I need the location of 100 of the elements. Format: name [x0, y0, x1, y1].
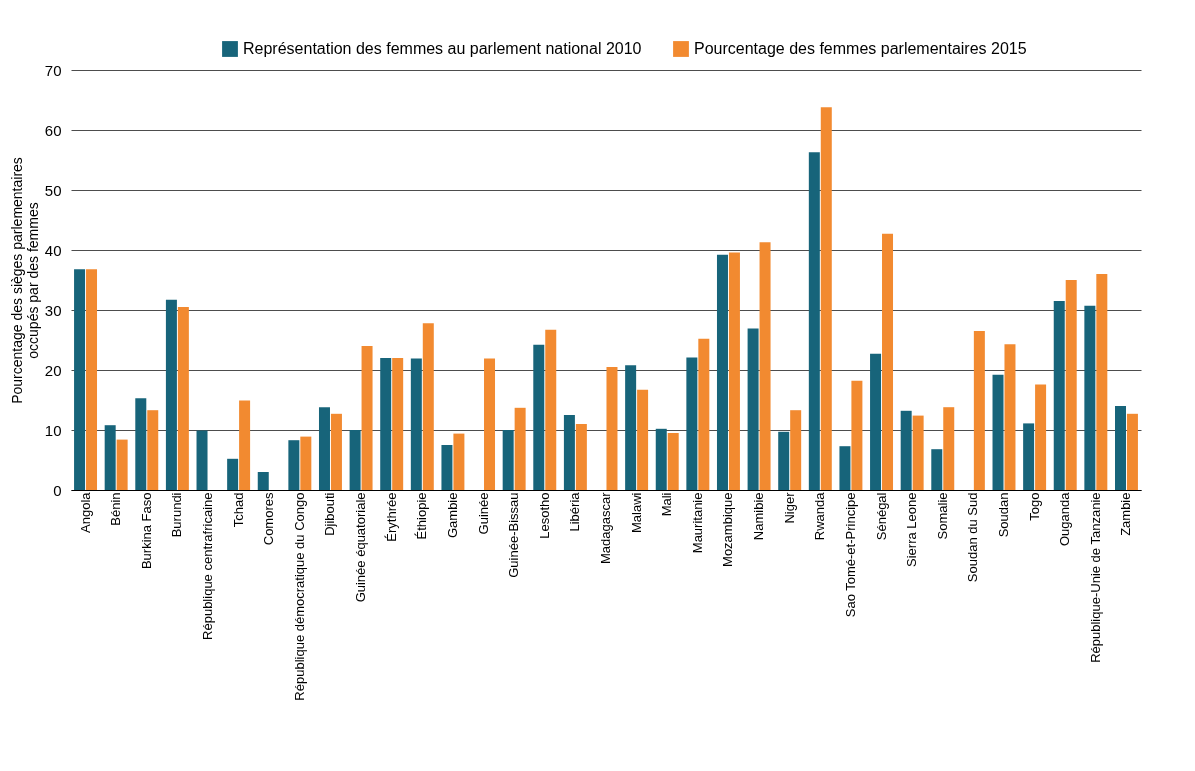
x-tick-label: Djibouti	[322, 492, 338, 536]
bar	[778, 431, 790, 490]
bar	[808, 152, 820, 490]
y-tick-label: 40	[44, 241, 62, 259]
x-tick-label: Togo	[1026, 492, 1042, 521]
x-tick-label: République démocratique du Congo	[291, 492, 307, 701]
x-tick-label: Mozambique	[720, 492, 736, 567]
x-tick-label: Ouganda	[1057, 491, 1073, 546]
bar	[147, 410, 159, 490]
bar	[441, 445, 453, 490]
x-tick-label: Somalie	[934, 492, 950, 540]
bar	[563, 415, 575, 490]
bar	[1084, 305, 1096, 490]
bar	[973, 331, 985, 490]
x-tick-label: Rwanda	[812, 491, 828, 541]
bar	[716, 254, 728, 490]
bar	[86, 269, 98, 490]
x-tick-label: Guinée-Bissau	[506, 492, 522, 578]
x-tick-label: Burkina Faso	[138, 492, 154, 570]
y-tick-label: 0	[53, 481, 62, 499]
bar	[349, 430, 361, 490]
x-tick-label: Soudan	[996, 492, 1011, 538]
y-tick-label: 50	[44, 181, 62, 199]
bar	[318, 407, 330, 490]
y-tick-label: 20	[44, 361, 62, 379]
x-tick-label: Tchad	[230, 492, 246, 528]
x-tick-label: Sao Tomé-et-Principe	[842, 492, 858, 618]
legend-label: Pourcentage des femmes parlementaires 2015	[694, 40, 1027, 57]
bar	[1004, 344, 1016, 490]
bar	[380, 358, 392, 490]
x-tick-label: Namibie	[751, 492, 767, 541]
bar	[361, 346, 373, 490]
bar	[288, 440, 300, 490]
legend-label: Représentation des femmes au parlement national 2010	[243, 40, 642, 57]
bar	[502, 430, 514, 490]
bar	[870, 353, 882, 490]
bar	[1126, 413, 1138, 490]
x-tick-label: Gambie	[444, 492, 460, 539]
x-tick-label: Guinée équatoriale	[353, 492, 369, 603]
bar	[116, 439, 128, 490]
bar	[453, 433, 465, 490]
bar	[625, 365, 637, 490]
bar	[196, 430, 208, 490]
bar	[698, 338, 710, 490]
bar	[943, 407, 955, 490]
x-tick-label: Soudan du Sud	[965, 492, 981, 583]
bar	[912, 415, 924, 490]
bar	[514, 407, 526, 490]
bar	[545, 329, 557, 490]
bar	[606, 367, 618, 490]
bar	[330, 413, 342, 490]
bar	[135, 398, 147, 490]
bar	[1114, 406, 1126, 490]
x-tick-label: Madagascar	[598, 491, 613, 565]
bar	[575, 424, 587, 490]
bar	[992, 374, 1004, 490]
x-tick-label: Mauritanie	[689, 492, 705, 554]
bar	[239, 400, 251, 490]
y-axis-title: Pourcentage des sièges parlementaires occupés par des femmes	[8, 157, 41, 404]
bar	[177, 307, 189, 490]
bar	[74, 269, 86, 490]
bar	[104, 425, 116, 490]
bar	[1053, 301, 1065, 490]
y-tick-label: 60	[44, 121, 62, 139]
bar	[839, 446, 851, 490]
bar	[900, 410, 912, 490]
bar	[227, 458, 239, 490]
bar	[637, 389, 649, 490]
x-tick-label: Niger	[781, 491, 797, 524]
bar	[257, 472, 269, 490]
bar	[820, 107, 832, 490]
bar	[686, 357, 698, 490]
bar	[1065, 280, 1077, 490]
y-tick-label: 10	[44, 421, 62, 439]
bar	[667, 433, 679, 490]
bar	[728, 252, 740, 490]
bar	[484, 358, 496, 490]
bar	[165, 299, 177, 490]
bar	[1035, 384, 1047, 490]
bar	[300, 436, 312, 490]
bar	[747, 328, 759, 490]
x-tick-label: Burundi	[169, 492, 185, 538]
bar	[655, 428, 667, 490]
x-tick-label: République-Unie de Tanzanie	[1087, 492, 1103, 663]
x-tick-label: Libéria	[567, 491, 583, 532]
x-tick-label: Mali	[659, 492, 675, 517]
bar	[931, 449, 943, 490]
bar	[392, 358, 404, 490]
y-tick-label: 70	[44, 61, 62, 79]
bar	[1096, 274, 1108, 490]
bar	[790, 410, 802, 490]
bar	[759, 242, 771, 490]
x-tick-label: Zambie	[1118, 492, 1134, 536]
bar	[410, 358, 422, 490]
x-tick-label: Érythrée	[383, 492, 399, 542]
x-tick-label: Lesotho	[536, 492, 552, 539]
x-tick-label: Angola	[77, 491, 93, 533]
x-tick-label: République centrafricaine	[200, 492, 215, 640]
x-tick-label: Malawi	[628, 492, 644, 533]
bar	[533, 344, 545, 490]
